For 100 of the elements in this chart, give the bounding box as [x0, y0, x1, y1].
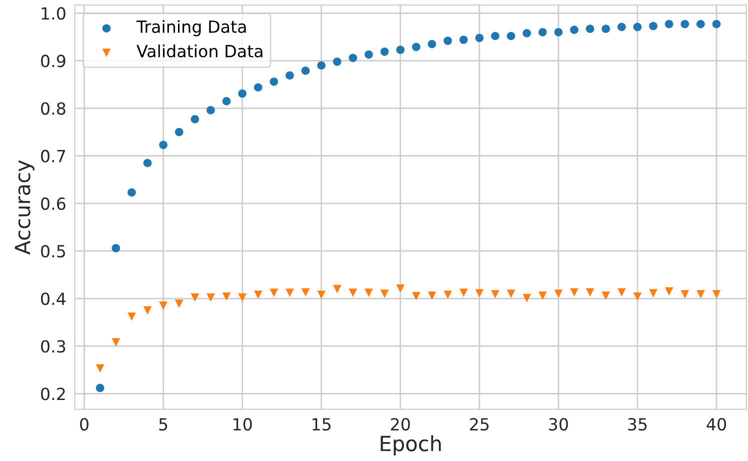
x-tick-label: 5: [159, 418, 168, 431]
x-axis-title: Epoch: [380, 435, 441, 456]
point: [380, 290, 389, 298]
point: [174, 300, 184, 308]
y-tick-label: 1.0: [42, 7, 66, 20]
point: [286, 71, 294, 80]
point: [286, 288, 294, 297]
point: [206, 106, 215, 114]
x-tick-label: 15: [312, 418, 331, 431]
point: [222, 292, 231, 301]
point: [491, 32, 500, 40]
point: [301, 66, 310, 75]
x-tick-label: 20: [390, 418, 410, 431]
point: [128, 312, 136, 321]
point: [128, 188, 136, 197]
point: [586, 288, 594, 297]
point: [222, 96, 231, 106]
point: [254, 290, 262, 299]
point: [522, 294, 531, 302]
point: [444, 290, 452, 299]
point: [617, 22, 626, 32]
point: [570, 288, 578, 297]
point: [664, 20, 674, 28]
point: [475, 289, 484, 298]
x-tick-label: 25: [470, 418, 489, 431]
point: [206, 293, 215, 302]
point: [459, 288, 468, 297]
y-tick-label: 0.5: [41, 244, 66, 258]
point: [475, 34, 484, 42]
point: [254, 83, 262, 92]
point: [270, 77, 278, 86]
legend-label: Validation Data: [136, 44, 262, 58]
point: [112, 244, 120, 252]
y-tick-label: 0.9: [41, 54, 66, 68]
point: [428, 292, 436, 300]
point: [317, 61, 326, 70]
point: [522, 28, 531, 38]
y-tick-label: 0.4: [41, 292, 66, 306]
point: [602, 24, 610, 34]
point: [712, 290, 721, 298]
point: [159, 140, 168, 150]
x-tick-label: 0: [80, 418, 88, 431]
point: [332, 284, 342, 294]
point: [412, 42, 420, 52]
point: [143, 306, 152, 315]
point: [649, 22, 658, 30]
point: [364, 50, 373, 59]
point: [174, 128, 184, 136]
point: [317, 290, 326, 299]
point: [428, 40, 436, 48]
point: [238, 89, 246, 98]
x-tick-label: 10: [234, 418, 252, 431]
point: [112, 338, 120, 346]
point: [270, 288, 278, 297]
point: [348, 54, 358, 62]
x-tick-label: 40: [706, 418, 726, 431]
point: [554, 28, 563, 36]
point: [332, 58, 342, 66]
point: [649, 289, 658, 298]
point: [364, 288, 373, 297]
point: [538, 28, 547, 36]
point: [506, 32, 516, 40]
x-tick-label: 35: [628, 418, 647, 431]
point: [538, 292, 547, 300]
point: [96, 364, 104, 373]
y-axis-title: Accuracy: [14, 160, 34, 255]
point: [143, 158, 152, 168]
point: [680, 290, 690, 298]
y-tick-label: 0.6: [41, 197, 66, 210]
point: [396, 284, 405, 293]
point: [680, 20, 690, 28]
y-tick-label: 0.3: [41, 340, 66, 353]
point: [380, 48, 389, 56]
y-tick-label: 0.8: [41, 102, 66, 115]
point: [444, 36, 452, 45]
point: [664, 287, 674, 296]
legend-label: Training Data: [136, 20, 246, 36]
point: [633, 292, 642, 301]
point: [301, 288, 310, 297]
point: [633, 22, 642, 32]
point: [506, 290, 516, 298]
point: [348, 288, 358, 297]
point: [238, 293, 246, 302]
point: [190, 293, 200, 302]
point: [554, 290, 563, 298]
point: [491, 290, 500, 298]
point: [190, 115, 200, 124]
y-tick-label: 0.2: [41, 388, 65, 400]
point: [696, 20, 705, 28]
point: [712, 20, 721, 28]
point: [696, 290, 705, 298]
point: [459, 36, 468, 44]
point: [159, 302, 168, 310]
point: [412, 292, 420, 300]
point: [570, 26, 578, 34]
x-tick-label: 30: [549, 418, 568, 431]
point: [602, 292, 610, 300]
point: [617, 288, 626, 297]
point: [396, 46, 405, 54]
y-tick-label: 0.7: [41, 150, 66, 162]
